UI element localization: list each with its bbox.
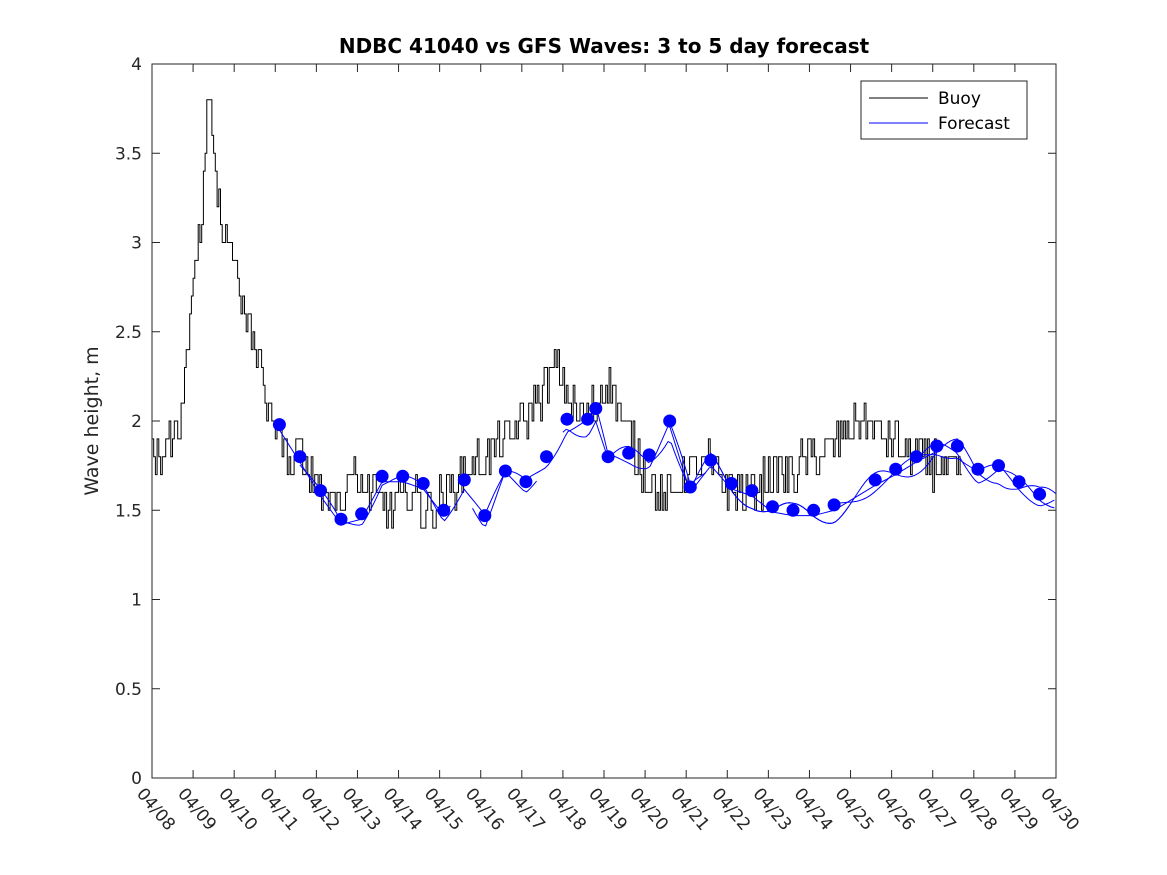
x-tick-label: 04/20 <box>625 784 672 834</box>
forecast-point <box>724 477 738 490</box>
forecast-point <box>416 477 430 490</box>
y-tick-label: 1.5 <box>115 501 142 521</box>
forecast-point <box>437 503 451 517</box>
forecast-point <box>589 402 603 415</box>
forecast-point <box>1012 475 1026 489</box>
forecast-point <box>293 450 307 464</box>
forecast-point <box>807 503 821 517</box>
x-tick-label: 04/11 <box>255 784 302 834</box>
x-tick-label: 04/09 <box>173 784 220 834</box>
forecast-point <box>704 453 718 467</box>
forecast-point <box>581 412 595 426</box>
forecast-point <box>971 462 985 476</box>
forecast-point <box>272 418 286 432</box>
x-tick-label: 04/30 <box>1036 784 1083 834</box>
legend: Buoy Forecast <box>860 80 1028 140</box>
y-tick-label: 4 <box>131 55 142 75</box>
legend-buoy-label: Buoy <box>938 89 981 109</box>
series-buoy-line <box>152 99 962 529</box>
forecast-point <box>375 469 389 483</box>
x-tick-label: 04/10 <box>214 784 261 834</box>
forecast-point <box>334 512 348 526</box>
y-tick-label: 0 <box>131 769 142 789</box>
forecast-point <box>540 450 553 464</box>
x-tick-label: 04/22 <box>707 784 754 834</box>
forecast-point <box>355 507 369 521</box>
forecast-point <box>498 464 512 478</box>
forecast-point <box>1033 487 1047 501</box>
forecast-point <box>766 500 779 514</box>
legend-box <box>860 80 1028 140</box>
forecast-point <box>457 473 471 487</box>
x-tick-label: 04/16 <box>461 784 508 834</box>
x-tick-label: 04/18 <box>543 784 590 834</box>
forecast-point <box>601 450 615 464</box>
x-tick-label: 04/28 <box>954 784 1001 834</box>
forecast-point <box>909 450 923 464</box>
x-tick-label: 04/08 <box>132 784 179 834</box>
x-tick-label: 04/26 <box>872 784 919 834</box>
forecast-point <box>889 462 903 476</box>
forecast-point <box>622 446 636 460</box>
x-tick-label: 04/25 <box>831 784 878 834</box>
y-tick-label: 3.5 <box>115 144 142 164</box>
y-tick-label: 2.5 <box>115 323 142 343</box>
forecast-point <box>950 439 964 453</box>
plot-lines <box>152 99 1057 529</box>
forecast-point <box>786 503 800 517</box>
x-tick-label: 04/12 <box>297 784 344 834</box>
forecast-point <box>396 469 410 483</box>
y-axis-label: Wave height, m <box>81 346 103 495</box>
forecast-point <box>745 484 759 498</box>
plot-markers <box>272 402 1047 526</box>
x-tick-label: 04/27 <box>913 784 960 834</box>
y-tick-label: 1 <box>131 591 142 611</box>
forecast-point <box>683 480 697 494</box>
x-tick-label: 04/21 <box>666 784 713 834</box>
x-tick-label: 04/24 <box>790 784 837 834</box>
series-forecast-line <box>833 454 1055 507</box>
y-tick-label: 2 <box>131 412 142 432</box>
y-tick-label: 3 <box>131 234 142 254</box>
y-tick-label: 0.5 <box>115 680 142 700</box>
x-tick-label: 04/23 <box>749 784 796 834</box>
forecast-point <box>868 473 882 487</box>
forecast-point <box>930 439 944 453</box>
forecast-point <box>519 475 533 489</box>
chart-title: NDBC 41040 vs GFS Waves: 3 to 5 day fore… <box>339 34 870 58</box>
forecast-point <box>992 459 1005 473</box>
x-tick-label: 04/13 <box>338 784 385 834</box>
x-tick-label: 04/15 <box>420 784 467 834</box>
forecast-point <box>478 509 492 523</box>
forecast-point <box>827 498 841 512</box>
forecast-point <box>642 448 656 462</box>
legend-forecast-label: Forecast <box>938 114 1010 134</box>
forecast-point <box>560 412 574 426</box>
x-tick-label: 04/14 <box>379 784 426 834</box>
x-tick-label: 04/29 <box>995 784 1042 834</box>
forecast-point <box>314 484 327 498</box>
forecast-point <box>663 414 677 428</box>
x-tick-label: 04/19 <box>584 784 631 834</box>
y-axis: 0 0.5 1 1.5 2 2.5 3 3.5 4 <box>115 55 1056 789</box>
axes-box <box>151 63 1057 779</box>
x-tick-label: 04/17 <box>502 784 549 834</box>
